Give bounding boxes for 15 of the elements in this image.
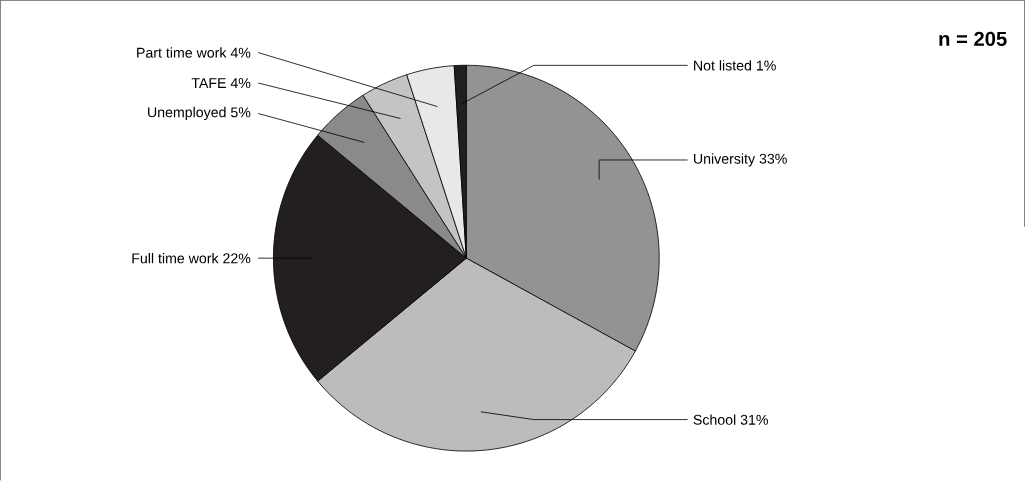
slice-label: University bbox=[694, 153, 756, 167]
data-label: 33% bbox=[759, 153, 787, 164]
slice-label: Unemployed bbox=[148, 106, 226, 121]
data-label: 5% bbox=[230, 107, 251, 118]
data-label: 31% bbox=[740, 414, 768, 425]
slice-label: Not listed bbox=[694, 60, 752, 71]
data-label: 4% bbox=[230, 78, 251, 89]
slice-label: School bbox=[693, 414, 736, 425]
data-label: 4% bbox=[230, 47, 251, 58]
text: n = 205 bbox=[939, 31, 1007, 47]
data-label: 22% bbox=[223, 253, 251, 264]
slice-label: Full time work bbox=[132, 253, 219, 264]
slice-label: Part time work bbox=[137, 47, 227, 58]
slice-label: TAFE bbox=[191, 78, 226, 88]
data-label: 1% bbox=[756, 60, 776, 71]
